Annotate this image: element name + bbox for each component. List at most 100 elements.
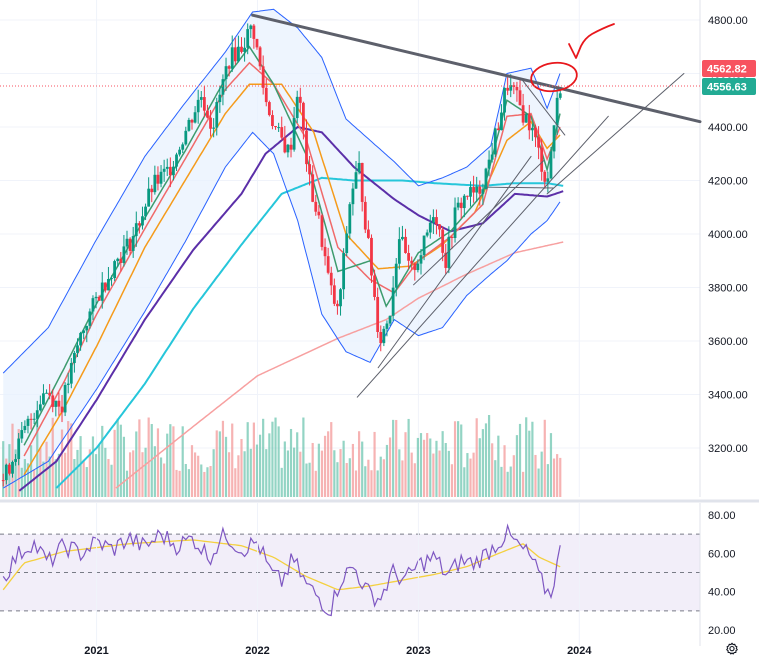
trendline-descending-resistance[interactable]	[251, 13, 702, 124]
trendline-fan[interactable]	[546, 73, 685, 195]
candle-body[interactable]	[212, 127, 216, 129]
candle-body[interactable]	[332, 285, 336, 304]
candle-body[interactable]	[23, 425, 27, 431]
candle-body[interactable]	[209, 117, 212, 129]
candle-body[interactable]	[206, 110, 209, 118]
candle-body[interactable]	[475, 186, 479, 193]
candle-body[interactable]	[150, 188, 154, 193]
candle-body[interactable]	[94, 296, 98, 299]
candle-body[interactable]	[404, 236, 407, 253]
candle-body[interactable]	[267, 102, 271, 116]
candle-body[interactable]	[57, 400, 61, 407]
candle-body[interactable]	[493, 128, 497, 155]
candle-body[interactable]	[181, 144, 185, 150]
candle-body[interactable]	[131, 236, 135, 251]
candle-body[interactable]	[224, 66, 228, 80]
candle-body[interactable]	[521, 105, 525, 123]
candle-body[interactable]	[357, 162, 361, 173]
candle-body[interactable]	[549, 151, 553, 179]
candle-body[interactable]	[422, 235, 426, 256]
candle-body[interactable]	[527, 114, 531, 131]
candle-body[interactable]	[515, 86, 519, 91]
candle-body[interactable]	[17, 438, 21, 460]
candle-body[interactable]	[147, 188, 151, 207]
candle-body[interactable]	[283, 137, 287, 153]
candle-body[interactable]	[391, 287, 395, 316]
candle-body[interactable]	[410, 260, 414, 264]
candle-body[interactable]	[540, 147, 544, 172]
candle-body[interactable]	[144, 206, 147, 217]
candle-body[interactable]	[518, 90, 522, 106]
trendline-support-3[interactable]	[413, 159, 545, 286]
candle-body[interactable]	[137, 223, 141, 226]
candle-body[interactable]	[8, 464, 11, 474]
candle-body[interactable]	[469, 187, 472, 197]
candle-body[interactable]	[187, 119, 191, 131]
candle-body[interactable]	[128, 238, 132, 251]
candle-body[interactable]	[506, 87, 510, 91]
trendlines[interactable]	[251, 13, 702, 398]
candle-body[interactable]	[63, 384, 67, 413]
candle-body[interactable]	[69, 363, 73, 384]
candle-body[interactable]	[348, 204, 352, 234]
candle-body[interactable]	[305, 130, 308, 165]
candle-body[interactable]	[552, 125, 556, 152]
candle-body[interactable]	[252, 25, 256, 39]
candle-body[interactable]	[326, 256, 330, 273]
candle-body[interactable]	[48, 392, 52, 396]
candle-body[interactable]	[354, 172, 358, 189]
candle-body[interactable]	[425, 232, 429, 236]
candle-body[interactable]	[85, 325, 89, 331]
candle-body[interactable]	[107, 279, 110, 291]
candle-body[interactable]	[35, 410, 39, 419]
candle-body[interactable]	[339, 289, 342, 307]
candle-body[interactable]	[447, 236, 451, 268]
candle-body[interactable]	[462, 195, 466, 209]
candle-body[interactable]	[125, 238, 129, 247]
candle-body[interactable]	[413, 263, 417, 271]
candle-body[interactable]	[543, 171, 547, 182]
candle-body[interactable]	[509, 85, 513, 91]
candle-body[interactable]	[534, 127, 537, 138]
candlesticks[interactable]	[1, 23, 562, 487]
candle-body[interactable]	[240, 46, 243, 52]
candle-body[interactable]	[45, 392, 48, 394]
candle-body[interactable]	[230, 47, 234, 69]
gear-icon[interactable]	[724, 641, 740, 657]
candle-body[interactable]	[1, 480, 5, 482]
candle-body[interactable]	[202, 97, 206, 111]
candle-body[interactable]	[243, 47, 246, 52]
candle-body[interactable]	[237, 46, 240, 62]
candle-body[interactable]	[110, 278, 113, 280]
candle-body[interactable]	[317, 211, 321, 216]
candle-body[interactable]	[308, 164, 311, 175]
candle-body[interactable]	[196, 99, 200, 113]
candle-body[interactable]	[366, 229, 370, 238]
candle-body[interactable]	[175, 154, 178, 167]
trendline-support-4[interactable]	[487, 186, 555, 189]
candle-body[interactable]	[184, 130, 188, 145]
candle-body[interactable]	[298, 96, 302, 103]
candle-body[interactable]	[453, 207, 457, 238]
candle-body[interactable]	[190, 119, 194, 123]
time-axis[interactable]: 2021 2022 2023 2024	[84, 645, 592, 657]
candle-body[interactable]	[72, 352, 76, 364]
candle-body[interactable]	[394, 263, 398, 288]
candle-body[interactable]	[141, 216, 144, 226]
candle-body[interactable]	[537, 137, 540, 148]
candle-body[interactable]	[153, 174, 157, 193]
candle-body[interactable]	[459, 202, 463, 209]
price-axis[interactable]: 4800.004600.004400.004200.004000.003800.…	[708, 15, 748, 455]
candle-body[interactable]	[261, 66, 265, 88]
candle-body[interactable]	[555, 97, 559, 126]
candle-body[interactable]	[336, 303, 339, 307]
candle-body[interactable]	[503, 87, 506, 113]
candle-body[interactable]	[119, 258, 123, 263]
candle-body[interactable]	[311, 174, 315, 202]
candle-body[interactable]	[292, 118, 296, 150]
candle-body[interactable]	[258, 47, 262, 67]
candle-body[interactable]	[193, 112, 197, 123]
candle-body[interactable]	[363, 201, 367, 230]
candle-body[interactable]	[351, 188, 355, 205]
